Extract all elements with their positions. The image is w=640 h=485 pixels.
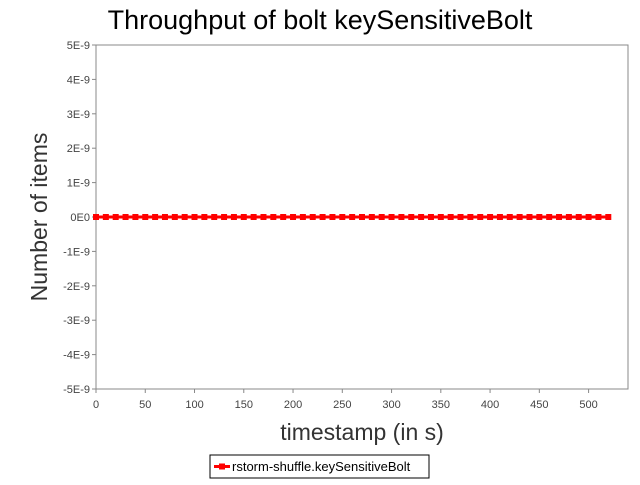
data-point bbox=[161, 214, 168, 220]
data-point bbox=[240, 214, 247, 220]
data-point bbox=[506, 214, 513, 220]
x-tick-label: 300 bbox=[382, 399, 400, 411]
data-point bbox=[280, 214, 287, 220]
data-point bbox=[477, 214, 484, 220]
data-point bbox=[319, 214, 326, 220]
data-point bbox=[250, 214, 257, 220]
x-tick-label: 350 bbox=[432, 399, 450, 411]
y-tick-label: 2E-9 bbox=[67, 143, 90, 155]
data-point bbox=[349, 214, 356, 220]
data-point bbox=[171, 214, 178, 220]
x-tick-label: 0 bbox=[93, 399, 99, 411]
x-tick-label: 150 bbox=[235, 399, 253, 411]
data-point bbox=[112, 214, 119, 220]
legend-swatch-marker bbox=[219, 463, 225, 470]
x-tick-label: 200 bbox=[284, 399, 302, 411]
data-point bbox=[93, 214, 99, 220]
data-point bbox=[181, 214, 188, 220]
x-tick-label: 50 bbox=[139, 399, 151, 411]
y-tick-label: -4E-9 bbox=[63, 350, 90, 362]
data-point bbox=[496, 214, 503, 220]
data-point bbox=[595, 214, 602, 220]
y-axis: 5E-9 4E-9 3E-9 2E-9 1E-9 0E0 -1E-9 -2E-9 -3E-9 -4… bbox=[63, 40, 96, 396]
data-point bbox=[516, 214, 523, 220]
y-tick-label: -3E-9 bbox=[63, 315, 90, 327]
data-point bbox=[201, 214, 208, 220]
data-point bbox=[221, 214, 228, 220]
x-axis-label: timestamp (in s) bbox=[280, 419, 444, 445]
data-point bbox=[152, 214, 159, 220]
data-point bbox=[565, 214, 572, 220]
data-point bbox=[575, 214, 582, 220]
y-tick-label: 5E-9 bbox=[67, 40, 90, 52]
data-point bbox=[191, 214, 198, 220]
data-point bbox=[309, 214, 316, 220]
data-point bbox=[260, 214, 267, 220]
data-point bbox=[122, 214, 129, 220]
x-tick-label: 100 bbox=[185, 399, 203, 411]
y-tick-label: 1E-9 bbox=[67, 178, 90, 190]
data-point bbox=[487, 214, 494, 220]
x-tick-label: 400 bbox=[481, 399, 499, 411]
chart-title: Throughput of bolt keySensitiveBolt bbox=[108, 5, 533, 35]
data-point bbox=[329, 214, 336, 220]
data-point bbox=[546, 214, 553, 220]
data-point bbox=[299, 214, 306, 220]
data-point bbox=[290, 214, 297, 220]
y-tick-label: -5E-9 bbox=[63, 384, 90, 396]
series-layer bbox=[93, 214, 612, 220]
data-point bbox=[359, 214, 365, 220]
legend-box bbox=[209, 454, 430, 479]
x-tick-label: 250 bbox=[333, 399, 351, 411]
y-tick-label: -2E-9 bbox=[63, 281, 90, 293]
x-tick-label: 500 bbox=[579, 399, 597, 411]
data-point bbox=[211, 214, 218, 220]
y-tick-label: 4E-9 bbox=[67, 74, 90, 86]
data-point bbox=[132, 214, 139, 220]
data-point bbox=[398, 214, 405, 220]
data-point bbox=[368, 214, 375, 220]
legend-label: rstorm-shuffle.keySensitiveBolt bbox=[232, 459, 411, 474]
data-point bbox=[457, 214, 464, 220]
data-point bbox=[408, 214, 415, 220]
data-point bbox=[270, 214, 277, 220]
data-point bbox=[585, 214, 592, 220]
data-point bbox=[536, 214, 543, 220]
data-point bbox=[526, 214, 533, 220]
data-point bbox=[427, 214, 434, 220]
data-point bbox=[378, 214, 385, 220]
data-point bbox=[142, 214, 149, 220]
data-point bbox=[339, 214, 346, 220]
data-point bbox=[556, 214, 563, 220]
y-tick-label: -1E-9 bbox=[63, 246, 90, 258]
data-point bbox=[447, 214, 454, 220]
data-point bbox=[605, 214, 612, 220]
y-tick-label: 0E0 bbox=[70, 212, 90, 224]
data-point bbox=[418, 214, 425, 220]
data-point bbox=[230, 214, 237, 220]
data-point bbox=[102, 214, 109, 220]
y-tick-label: 3E-9 bbox=[67, 109, 90, 121]
x-axis: 0 50 100 150 200 250 300 350 400 450 500 bbox=[93, 389, 598, 411]
y-axis-label: Number of items bbox=[26, 133, 52, 302]
data-point bbox=[437, 214, 444, 220]
data-point bbox=[467, 214, 474, 220]
data-point bbox=[388, 214, 395, 220]
legend: rstorm-shuffle.keySensitiveBolt bbox=[209, 454, 430, 479]
x-tick-label: 450 bbox=[530, 399, 548, 411]
